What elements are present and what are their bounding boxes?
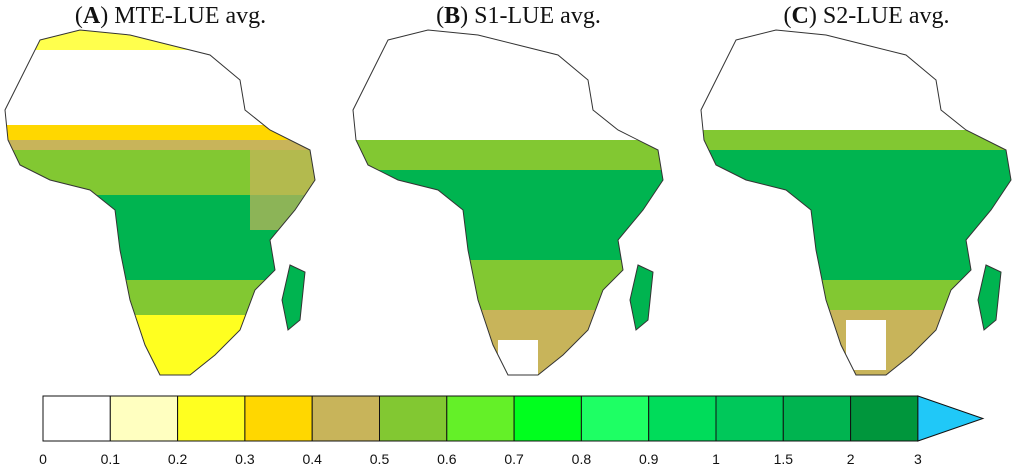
legend-tick-label: 0.4 [302,451,322,467]
africa-map-b [352,29,664,376]
legend-swatch [177,395,246,442]
legend-swatch [42,395,111,442]
legend-swatch [446,395,515,442]
africa-map-a [4,29,316,376]
legend-swatch [513,395,582,442]
legend-swatch [782,395,852,442]
legend-tick-label: 0.2 [168,451,188,467]
panel-mte-lue: (A) MTE-LUE avg. [0,0,341,385]
legend-tick-label: 0.3 [235,451,255,467]
legend-tick-label: 1 [712,451,720,467]
color-legend: 0 0.1 0.2 0.3 0.4 0.5 0.6 0.7 0.8 0.9 1 1.5 2 3 [39,395,985,467]
legend-swatch [715,395,784,442]
legend-tick-label: 2 [847,451,855,467]
legend-swatch [311,395,381,442]
legend-swatch [244,395,313,442]
legend-tick-label: 0.5 [370,451,390,467]
panel-title-a: (A) MTE-LUE avg. [74,3,267,29]
legend-overflow-arrow [917,395,985,442]
legend-swatch [109,395,179,442]
legend-swatch [850,395,919,442]
legend-swatch [648,395,717,442]
panel-s1-lue: (B) S1-LUE avg. [348,0,689,385]
legend-tick-label: 0.6 [437,451,457,467]
panel-title-b: (B) S1-LUE avg. [436,3,601,29]
legend-swatch [580,395,650,442]
legend-tick-label: 0.7 [504,451,524,467]
legend-tick-label: 0.1 [101,451,121,467]
legend-tick-label: 1.5 [774,451,794,467]
legend-tick-label: 0.9 [639,451,659,467]
africa-map-c [700,29,1012,376]
panel-title-c: (C) S2-LUE avg. [783,3,950,29]
legend-swatch [379,395,448,442]
panel-s2-lue: (C) S2-LUE avg. [696,0,1024,385]
legend-tick-label: 0 [39,451,47,467]
legend-tick-label: 3 [914,451,922,467]
legend-tick-label: 0.8 [572,451,592,467]
